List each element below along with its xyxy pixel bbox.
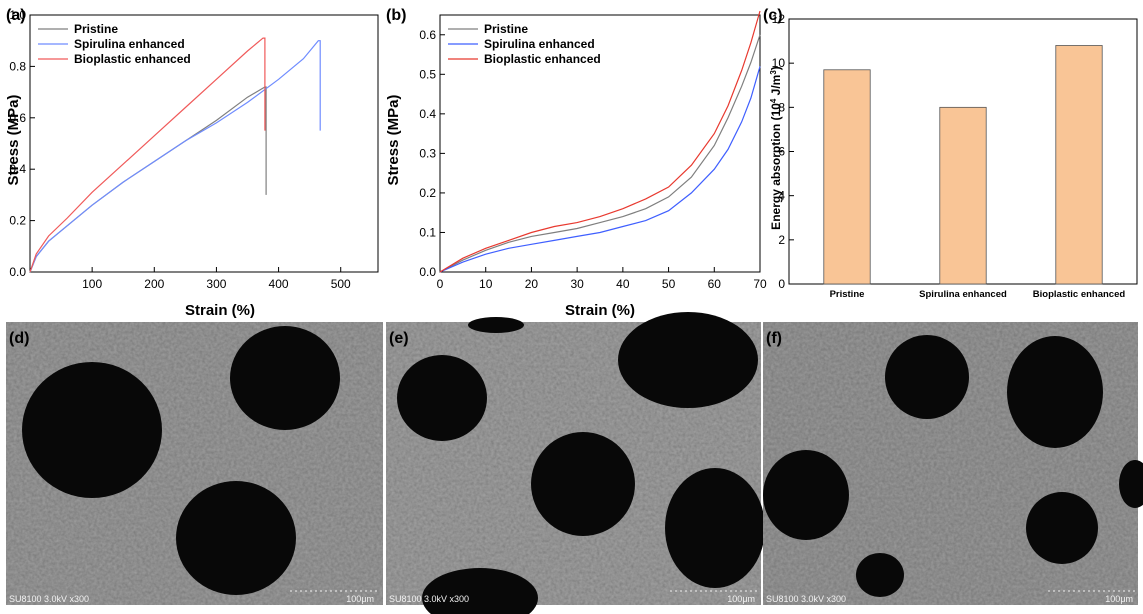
- chart-b-ytick-label: 0.2: [419, 186, 436, 200]
- chart-b-xtick-label: 30: [570, 277, 584, 291]
- sem-f-label: (f): [766, 330, 782, 347]
- chart-b-series-0: [439, 34, 761, 273]
- sem-e-pore: [665, 468, 765, 588]
- chart-c-category-label: Pristine: [830, 289, 865, 300]
- chart-a-ytick-label: 1.0: [9, 8, 26, 22]
- chart-c-category-label: Bioplastic enhanced: [1033, 289, 1126, 300]
- sem-e-pore: [531, 432, 635, 536]
- chart-a-ytick-label: 0.4: [9, 162, 26, 176]
- chart-a-xtick-label: 300: [206, 277, 226, 291]
- sem-f-pore: [763, 450, 849, 540]
- chart-b-ylabel: Stress (MPa): [385, 95, 402, 186]
- chart-a-xtick-label: 500: [331, 277, 351, 291]
- chart-b-series-1: [439, 66, 761, 273]
- chart-c: (c) 0 2 4 6 8 10 12 Pristine Spirulina enhanced B…: [763, 7, 1138, 300]
- chart-c-bar: [1055, 45, 1103, 285]
- sem-e-caption: SU8100 3.0kV x300: [389, 594, 469, 604]
- chart-c-ytick-label: 10: [772, 56, 786, 70]
- chart-b-ytick-label: 0.5: [419, 67, 436, 81]
- chart-b-xtick-label: 50: [662, 277, 676, 291]
- panel-label-a: (a): [6, 7, 26, 24]
- sem-d-pore: [176, 481, 296, 595]
- chart-b-xtick-label: 20: [525, 277, 539, 291]
- sem-e-scale-label: 100μm: [727, 594, 755, 604]
- sem-f-pore: [1007, 336, 1103, 448]
- chart-a-legend-label: Spirulina enhanced: [74, 37, 185, 51]
- sem-e-pore: [397, 355, 487, 441]
- chart-c-ytick-label: 2: [778, 233, 785, 247]
- sem-d-pore: [230, 326, 340, 430]
- chart-b-series-2: [439, 10, 761, 273]
- chart-b-plot: 0.0 0.1 0.2 0.3 0.4 0.5 0.6 0 10 20 30 40 50 60 70 Pris…: [419, 10, 767, 291]
- chart-b-frame: [439, 14, 761, 273]
- sem-f-pore: [885, 335, 969, 419]
- chart-b-ytick-label: 0.0: [419, 265, 436, 279]
- chart-a-ytick-label: 0.6: [9, 111, 26, 125]
- sem-d-caption: SU8100 3.0kV x300: [9, 594, 89, 604]
- chart-a-xlabel: Strain (%): [185, 302, 255, 319]
- chart-a-series-0: [29, 86, 267, 273]
- chart-a-ytick-label: 0.8: [9, 59, 26, 73]
- sem-f-scale-label: 100μm: [1105, 594, 1133, 604]
- chart-c-ylabel: Energy absorption (104 J/m3): [769, 66, 783, 230]
- chart-a-ytick-label: 0.2: [9, 214, 26, 228]
- chart-a-ylabel: Stress (MPa): [5, 95, 22, 186]
- chart-c-bar: [939, 106, 987, 285]
- chart-c-ytick-label: 6: [778, 145, 785, 159]
- sem-e-pore: [618, 312, 758, 408]
- sem-f-pore: [1119, 460, 1143, 508]
- chart-b-ytick-label: 0.4: [419, 107, 436, 121]
- chart-b-xtick-label: 70: [753, 277, 767, 291]
- chart-a-series-2: [29, 37, 266, 273]
- chart-a-xtick-label: 100: [82, 277, 102, 291]
- sem-image-f: (f) SU8100 3.0kV x300 100μm: [763, 322, 1143, 605]
- chart-b-xtick-label: 0: [437, 277, 444, 291]
- sem-d-label: (d): [9, 330, 29, 347]
- sem-image-d: (d) SU8100 3.0kV x300 100μm: [6, 322, 383, 605]
- chart-c-ytick-label: 0: [778, 277, 785, 291]
- chart-b-legend-label: Bioplastic enhanced: [484, 52, 601, 66]
- chart-c-ytick-label: 12: [772, 12, 786, 26]
- chart-b-xtick-label: 40: [616, 277, 630, 291]
- chart-b-xtick-label: 60: [708, 277, 722, 291]
- sem-e-pore: [468, 317, 524, 333]
- sem-d-scale-label: 100μm: [346, 594, 374, 604]
- sem-image-e: (e) SU8100 3.0kV x300 100μm: [386, 312, 765, 614]
- chart-c-bar: [823, 69, 871, 285]
- sem-d-pore: [22, 362, 162, 498]
- chart-b-legend-label: Spirulina enhanced: [484, 37, 595, 51]
- chart-a-ytick-label: 0.0: [9, 265, 26, 279]
- chart-a: (a) 0.0 0.2 0.4 0.6 0.8 1.0 100 200 300 400 500 Pri…: [5, 7, 379, 319]
- chart-b-ytick-label: 0.3: [419, 146, 436, 160]
- chart-a-plot: 0.0 0.2 0.4 0.6 0.8 1.0 100 200 300 400 500 Pristin…: [9, 8, 379, 291]
- chart-b-ytick-label: 0.1: [419, 225, 436, 239]
- panel-label-c: (c): [763, 7, 783, 24]
- chart-b-xtick-label: 10: [479, 277, 493, 291]
- sem-f-caption: SU8100 3.0kV x300: [766, 594, 846, 604]
- chart-c-plot: 0 2 4 6 8 10 12 Pristine Spirulina enhanced Biopl…: [772, 12, 1138, 300]
- chart-b-ytick-label: 0.6: [419, 28, 436, 42]
- chart-b-legend-label: Pristine: [484, 22, 528, 36]
- chart-a-frame: [29, 14, 379, 273]
- chart-b-xlabel: Strain (%): [565, 302, 635, 319]
- chart-a-series-1: [29, 40, 321, 273]
- chart-a-xtick-label: 400: [269, 277, 289, 291]
- chart-b: (b) 0.0 0.1 0.2 0.3 0.4 0.5 0.6 0 10 20 30 40 50 60 70…: [385, 7, 767, 319]
- sem-e-label: (e): [389, 330, 409, 347]
- chart-c-ytick-label: 8: [778, 100, 785, 114]
- sem-f-pore: [1026, 492, 1098, 564]
- chart-a-legend-label: Pristine: [74, 22, 118, 36]
- chart-c-ytick-label: 4: [778, 189, 785, 203]
- sem-e-pore: [422, 568, 538, 614]
- panel-label-b: (b): [386, 7, 406, 24]
- chart-a-xtick-label: 200: [144, 277, 164, 291]
- chart-c-category-label: Spirulina enhanced: [919, 289, 1007, 300]
- sem-f-pore: [856, 553, 904, 597]
- chart-a-legend-label: Bioplastic enhanced: [74, 52, 191, 66]
